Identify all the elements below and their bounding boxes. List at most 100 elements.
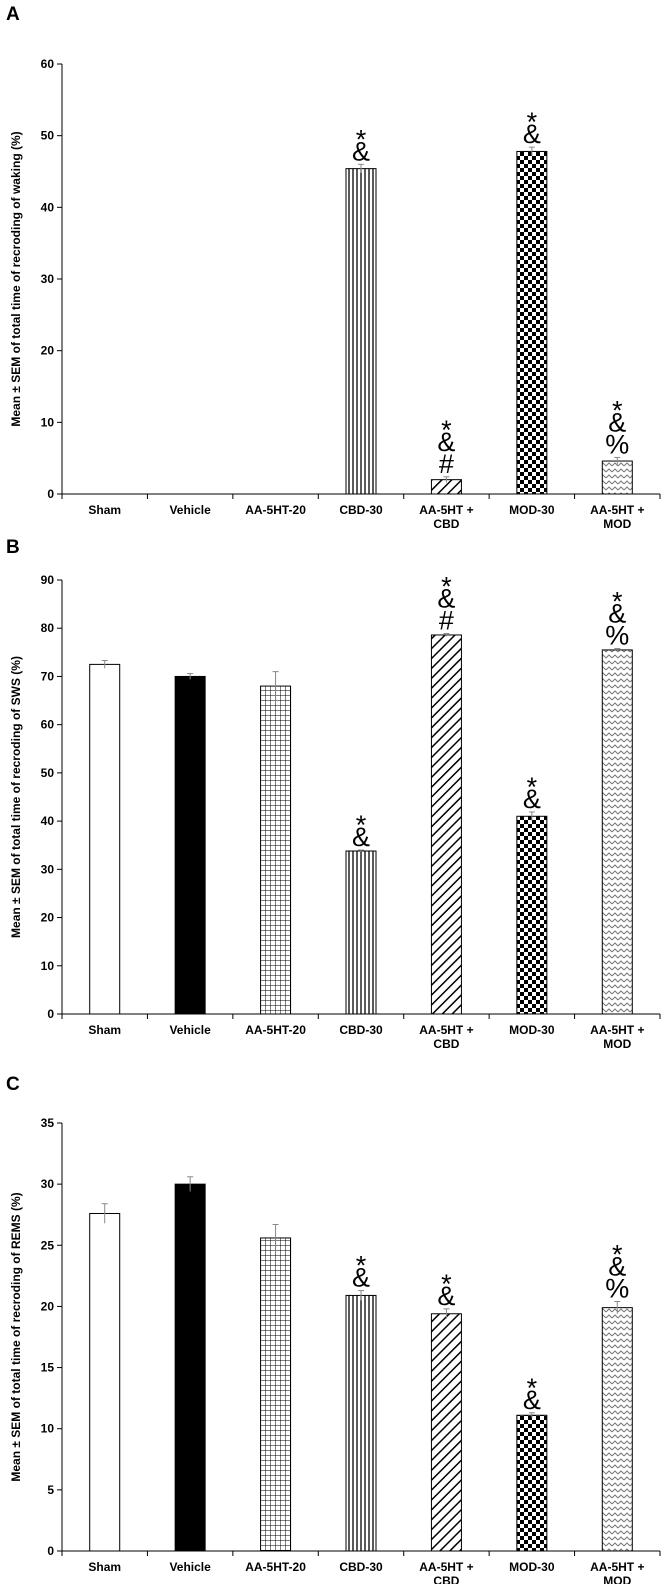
y-tick-label: 30 xyxy=(41,272,55,286)
y-tick-label: 40 xyxy=(41,200,55,214)
bar xyxy=(260,685,292,1015)
significance-marker: & xyxy=(523,119,541,149)
panel-a: A 0 10 20 30 40 50 60 Mean ± SEM of total time o… xyxy=(6,4,661,531)
significance-marker: & xyxy=(608,598,626,628)
y-tick-label: 40 xyxy=(41,814,55,828)
y-tick-label: 60 xyxy=(41,718,55,732)
significance-marker: # xyxy=(439,449,454,479)
panel-b: B 0 10 20 30 40 50 60 70 80 90 Mean ± SEM of total … xyxy=(6,537,661,1051)
y-tick-label: 20 xyxy=(41,911,55,925)
y-tick-label: 50 xyxy=(41,766,55,780)
panel-label: B xyxy=(6,537,20,558)
bar xyxy=(601,460,633,495)
bar xyxy=(601,649,633,1015)
y-tick-label: 10 xyxy=(41,959,55,973)
category-label: Vehicle xyxy=(169,1560,211,1574)
bar xyxy=(89,663,121,1015)
significance-marker: * xyxy=(441,1269,452,1299)
y-tick-label: 25 xyxy=(41,1238,55,1252)
bar xyxy=(601,1307,633,1552)
category-label: AA-5HT-20 xyxy=(245,503,306,517)
significance-marker: % xyxy=(605,429,629,459)
bar xyxy=(430,634,462,1015)
significance-marker: & xyxy=(608,407,626,437)
category-label: Sham xyxy=(88,1560,121,1574)
y-tick-label: 0 xyxy=(47,1007,54,1021)
category-label: AA-5HT + xyxy=(590,503,644,517)
y-axis-title: Mean ± SEM of total time of recroding of… xyxy=(9,131,23,426)
y-axis-title: Mean ± SEM of total time of recroding of… xyxy=(9,656,23,938)
category-label: CBD-30 xyxy=(339,1560,383,1574)
y-axis-title: Mean ± SEM of total time of recroding of… xyxy=(9,1192,23,1481)
significance-marker: & xyxy=(523,784,541,814)
category-label: MOD-30 xyxy=(509,1023,555,1037)
y-tick-label: 30 xyxy=(41,1177,55,1191)
significance-marker: & xyxy=(437,584,455,614)
significance-marker: & xyxy=(352,822,370,852)
category-label: MOD-30 xyxy=(509,503,555,517)
category-label: Sham xyxy=(88,503,121,517)
category-label: Sham xyxy=(88,1023,121,1037)
y-tick-label: 35 xyxy=(41,1116,55,1130)
category-label: AA-5HT-20 xyxy=(245,1023,306,1037)
y-tick-label: 0 xyxy=(47,1544,54,1558)
category-label: MOD-30 xyxy=(509,1560,555,1574)
category-label: Vehicle xyxy=(169,503,211,517)
significance-marker: * xyxy=(356,810,367,840)
significance-marker: & xyxy=(437,1281,455,1311)
category-label: CBD xyxy=(433,1037,459,1051)
bar xyxy=(516,1414,548,1552)
y-tick-label: 5 xyxy=(47,1483,54,1497)
significance-marker: * xyxy=(612,395,623,425)
category-label: CBD xyxy=(433,517,459,531)
bar xyxy=(430,1313,462,1552)
panel-c: C 0 5 10 15 20 25 30 35 Mean ± SEM of total time … xyxy=(6,1074,661,1584)
bar xyxy=(345,850,377,1015)
category-label: AA-5HT + xyxy=(419,1023,473,1037)
significance-marker: & xyxy=(352,1263,370,1293)
y-tick-label: 70 xyxy=(41,669,55,683)
category-label: AA-5HT + xyxy=(419,1560,473,1574)
category-label: Vehicle xyxy=(169,1023,211,1037)
significance-marker: & xyxy=(523,1385,541,1415)
significance-marker: * xyxy=(441,572,452,602)
significance-marker: * xyxy=(612,1240,623,1270)
significance-marker: * xyxy=(527,107,538,137)
y-tick-label: 20 xyxy=(41,1299,55,1313)
category-label: AA-5HT + xyxy=(590,1560,644,1574)
category-label: AA-5HT + xyxy=(419,503,473,517)
y-tick-label: 20 xyxy=(41,344,55,358)
y-tick-label: 30 xyxy=(41,862,55,876)
significance-marker: * xyxy=(356,124,367,154)
bar xyxy=(89,1212,121,1552)
significance-marker: * xyxy=(612,586,623,616)
category-label: AA-5HT + xyxy=(590,1023,644,1037)
significance-marker: % xyxy=(605,620,629,650)
category-label: AA-5HT-20 xyxy=(245,1560,306,1574)
y-tick-label: 90 xyxy=(41,573,55,587)
significance-marker: * xyxy=(441,415,452,445)
category-label: MOD xyxy=(603,1574,631,1584)
bar xyxy=(174,675,206,1015)
bar xyxy=(345,1294,377,1552)
bar xyxy=(345,168,377,495)
bar xyxy=(516,815,548,1015)
significance-marker: & xyxy=(437,427,455,457)
panel-label: C xyxy=(6,1074,20,1095)
significance-marker: & xyxy=(352,136,370,166)
significance-marker: * xyxy=(527,772,538,802)
y-tick-label: 10 xyxy=(41,415,55,429)
y-tick-label: 10 xyxy=(41,1422,55,1436)
significance-marker: * xyxy=(527,1373,538,1403)
y-tick-label: 50 xyxy=(41,129,55,143)
y-tick-label: 60 xyxy=(41,57,55,71)
bar xyxy=(260,1237,292,1552)
category-label: MOD xyxy=(603,1037,631,1051)
category-label: CBD-30 xyxy=(339,503,383,517)
category-label: MOD xyxy=(603,517,631,531)
y-tick-label: 0 xyxy=(47,487,54,501)
y-tick-label: 80 xyxy=(41,621,55,635)
significance-marker: * xyxy=(356,1251,367,1281)
significance-marker: # xyxy=(439,606,454,636)
